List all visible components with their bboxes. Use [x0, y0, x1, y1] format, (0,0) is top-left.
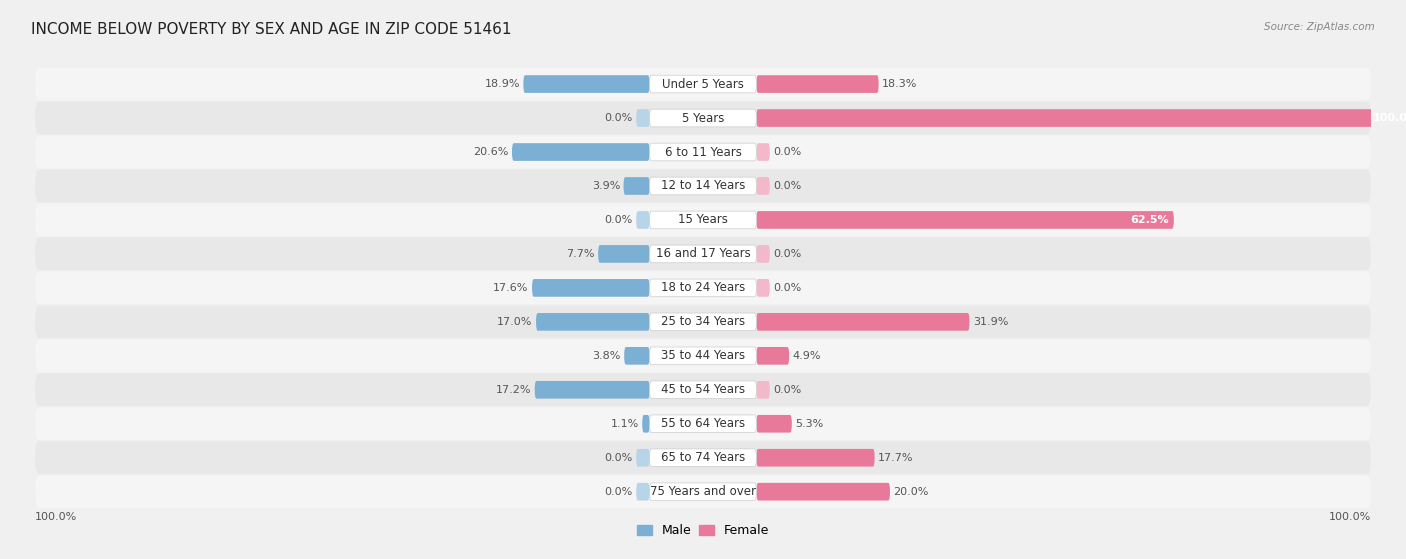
Text: 4.9%: 4.9% [793, 351, 821, 361]
FancyBboxPatch shape [650, 313, 756, 331]
FancyBboxPatch shape [756, 279, 769, 297]
FancyBboxPatch shape [35, 136, 1371, 168]
Text: 5.3%: 5.3% [796, 419, 824, 429]
Text: 12 to 14 Years: 12 to 14 Years [661, 179, 745, 192]
FancyBboxPatch shape [624, 347, 650, 364]
Text: 0.0%: 0.0% [605, 453, 633, 463]
Text: 55 to 64 Years: 55 to 64 Years [661, 417, 745, 430]
FancyBboxPatch shape [756, 75, 879, 93]
Text: 16 and 17 Years: 16 and 17 Years [655, 248, 751, 260]
FancyBboxPatch shape [650, 381, 756, 399]
FancyBboxPatch shape [650, 109, 756, 127]
FancyBboxPatch shape [756, 143, 769, 161]
Text: 0.0%: 0.0% [773, 181, 801, 191]
Text: 17.7%: 17.7% [877, 453, 914, 463]
Text: 75 Years and over: 75 Years and over [650, 485, 756, 498]
Text: 45 to 54 Years: 45 to 54 Years [661, 383, 745, 396]
Text: 31.9%: 31.9% [973, 317, 1008, 327]
Text: 100.0%: 100.0% [35, 512, 77, 522]
FancyBboxPatch shape [531, 279, 650, 297]
FancyBboxPatch shape [35, 339, 1371, 372]
FancyBboxPatch shape [35, 306, 1371, 338]
Text: 100.0%: 100.0% [1372, 113, 1406, 123]
FancyBboxPatch shape [536, 313, 650, 331]
Text: Source: ZipAtlas.com: Source: ZipAtlas.com [1264, 22, 1375, 32]
Text: 18.9%: 18.9% [485, 79, 520, 89]
FancyBboxPatch shape [756, 415, 792, 433]
FancyBboxPatch shape [534, 381, 650, 399]
Text: 3.8%: 3.8% [592, 351, 621, 361]
Text: 35 to 44 Years: 35 to 44 Years [661, 349, 745, 362]
Text: 0.0%: 0.0% [605, 113, 633, 123]
FancyBboxPatch shape [650, 415, 756, 433]
FancyBboxPatch shape [756, 449, 875, 467]
FancyBboxPatch shape [35, 102, 1371, 134]
FancyBboxPatch shape [35, 170, 1371, 202]
FancyBboxPatch shape [623, 177, 650, 195]
Text: 0.0%: 0.0% [773, 249, 801, 259]
FancyBboxPatch shape [643, 415, 650, 433]
FancyBboxPatch shape [598, 245, 650, 263]
FancyBboxPatch shape [650, 483, 756, 500]
Text: 62.5%: 62.5% [1130, 215, 1168, 225]
FancyBboxPatch shape [35, 442, 1371, 474]
FancyBboxPatch shape [636, 483, 650, 500]
Text: 0.0%: 0.0% [773, 147, 801, 157]
FancyBboxPatch shape [756, 177, 769, 195]
Text: 65 to 74 Years: 65 to 74 Years [661, 451, 745, 464]
Text: 18 to 24 Years: 18 to 24 Years [661, 281, 745, 295]
Text: 7.7%: 7.7% [567, 249, 595, 259]
FancyBboxPatch shape [650, 449, 756, 467]
Text: 0.0%: 0.0% [773, 385, 801, 395]
FancyBboxPatch shape [756, 245, 769, 263]
FancyBboxPatch shape [35, 238, 1371, 270]
FancyBboxPatch shape [650, 279, 756, 297]
FancyBboxPatch shape [756, 109, 1406, 127]
FancyBboxPatch shape [650, 347, 756, 364]
Text: 1.1%: 1.1% [610, 419, 638, 429]
Text: 20.0%: 20.0% [893, 487, 929, 497]
Text: 5 Years: 5 Years [682, 112, 724, 125]
Legend: Male, Female: Male, Female [634, 522, 772, 540]
FancyBboxPatch shape [756, 483, 890, 500]
FancyBboxPatch shape [636, 449, 650, 467]
FancyBboxPatch shape [636, 211, 650, 229]
Text: 100.0%: 100.0% [1329, 512, 1371, 522]
FancyBboxPatch shape [523, 75, 650, 93]
FancyBboxPatch shape [35, 475, 1371, 508]
FancyBboxPatch shape [756, 313, 970, 331]
FancyBboxPatch shape [650, 143, 756, 161]
Text: 6 to 11 Years: 6 to 11 Years [665, 145, 741, 159]
FancyBboxPatch shape [650, 75, 756, 93]
FancyBboxPatch shape [35, 408, 1371, 440]
FancyBboxPatch shape [650, 211, 756, 229]
FancyBboxPatch shape [35, 272, 1371, 304]
FancyBboxPatch shape [756, 381, 769, 399]
Text: 0.0%: 0.0% [605, 487, 633, 497]
Text: 15 Years: 15 Years [678, 214, 728, 226]
FancyBboxPatch shape [35, 203, 1371, 236]
Text: 0.0%: 0.0% [773, 283, 801, 293]
FancyBboxPatch shape [650, 177, 756, 195]
FancyBboxPatch shape [756, 211, 1174, 229]
Text: 20.6%: 20.6% [474, 147, 509, 157]
Text: INCOME BELOW POVERTY BY SEX AND AGE IN ZIP CODE 51461: INCOME BELOW POVERTY BY SEX AND AGE IN Z… [31, 22, 512, 37]
Text: 17.6%: 17.6% [494, 283, 529, 293]
FancyBboxPatch shape [35, 68, 1371, 101]
FancyBboxPatch shape [35, 373, 1371, 406]
FancyBboxPatch shape [512, 143, 650, 161]
Text: 17.2%: 17.2% [496, 385, 531, 395]
Text: 3.9%: 3.9% [592, 181, 620, 191]
Text: 0.0%: 0.0% [605, 215, 633, 225]
Text: 25 to 34 Years: 25 to 34 Years [661, 315, 745, 328]
FancyBboxPatch shape [756, 347, 789, 364]
Text: 18.3%: 18.3% [882, 79, 917, 89]
FancyBboxPatch shape [636, 109, 650, 127]
Text: Under 5 Years: Under 5 Years [662, 78, 744, 91]
Text: 17.0%: 17.0% [498, 317, 533, 327]
FancyBboxPatch shape [650, 245, 756, 263]
